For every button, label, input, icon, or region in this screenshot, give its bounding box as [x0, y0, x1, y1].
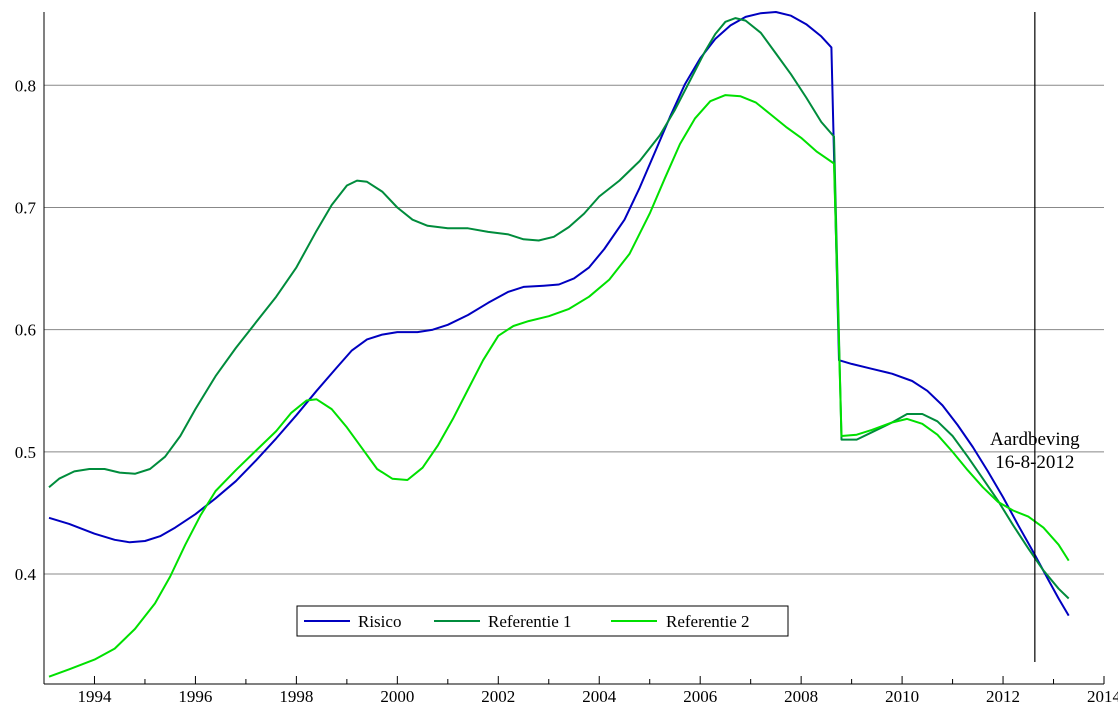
x-tick-label: 2008 — [784, 687, 818, 706]
x-tick-label: 2006 — [683, 687, 717, 706]
x-tick-label: 2010 — [885, 687, 919, 706]
series-lines — [48, 11, 1070, 678]
y-tick-label: 0.8 — [15, 76, 36, 95]
y-tick-label: 0.7 — [15, 198, 37, 217]
x-tick-label: 1998 — [279, 687, 313, 706]
x-tick-label: 1996 — [178, 687, 212, 706]
x-tick-label: 2014 — [1087, 687, 1118, 706]
grid-lines — [44, 84, 1104, 575]
series-line-risico — [48, 11, 1070, 617]
legend: Risico Referentie 1 Referentie 2 — [296, 605, 789, 637]
series-line-referentie-1 — [48, 17, 1070, 600]
earthquake-marker-label: Aardbeving — [990, 429, 1080, 450]
x-tick-label: 2012 — [986, 687, 1020, 706]
y-axis-ticks: 0.4 0.5 0.6 0.7 0.8 — [15, 76, 37, 584]
x-axis-ticks: 1994 1996 1998 2000 2002 2004 2006 2008 2010 2012… — [77, 676, 1118, 706]
legend-label-referentie-1: Referentie 1 — [488, 612, 572, 631]
x-tick-label: 2004 — [582, 687, 617, 706]
y-tick-label: 0.6 — [15, 321, 36, 340]
axes — [43, 12, 1104, 685]
x-tick-label: 2000 — [380, 687, 414, 706]
x-tick-label: 1994 — [77, 687, 112, 706]
series-line-referentie-2 — [48, 94, 1070, 678]
legend-box — [296, 605, 789, 637]
earthquake-marker-date: 16-8-2012 — [995, 452, 1074, 473]
legend-label-referentie-2: Referentie 2 — [666, 612, 750, 631]
legend-label-risico: Risico — [358, 612, 401, 631]
y-tick-label: 0.4 — [15, 565, 37, 584]
x-tick-label: 2002 — [481, 687, 515, 706]
y-tick-label: 0.5 — [15, 443, 36, 462]
